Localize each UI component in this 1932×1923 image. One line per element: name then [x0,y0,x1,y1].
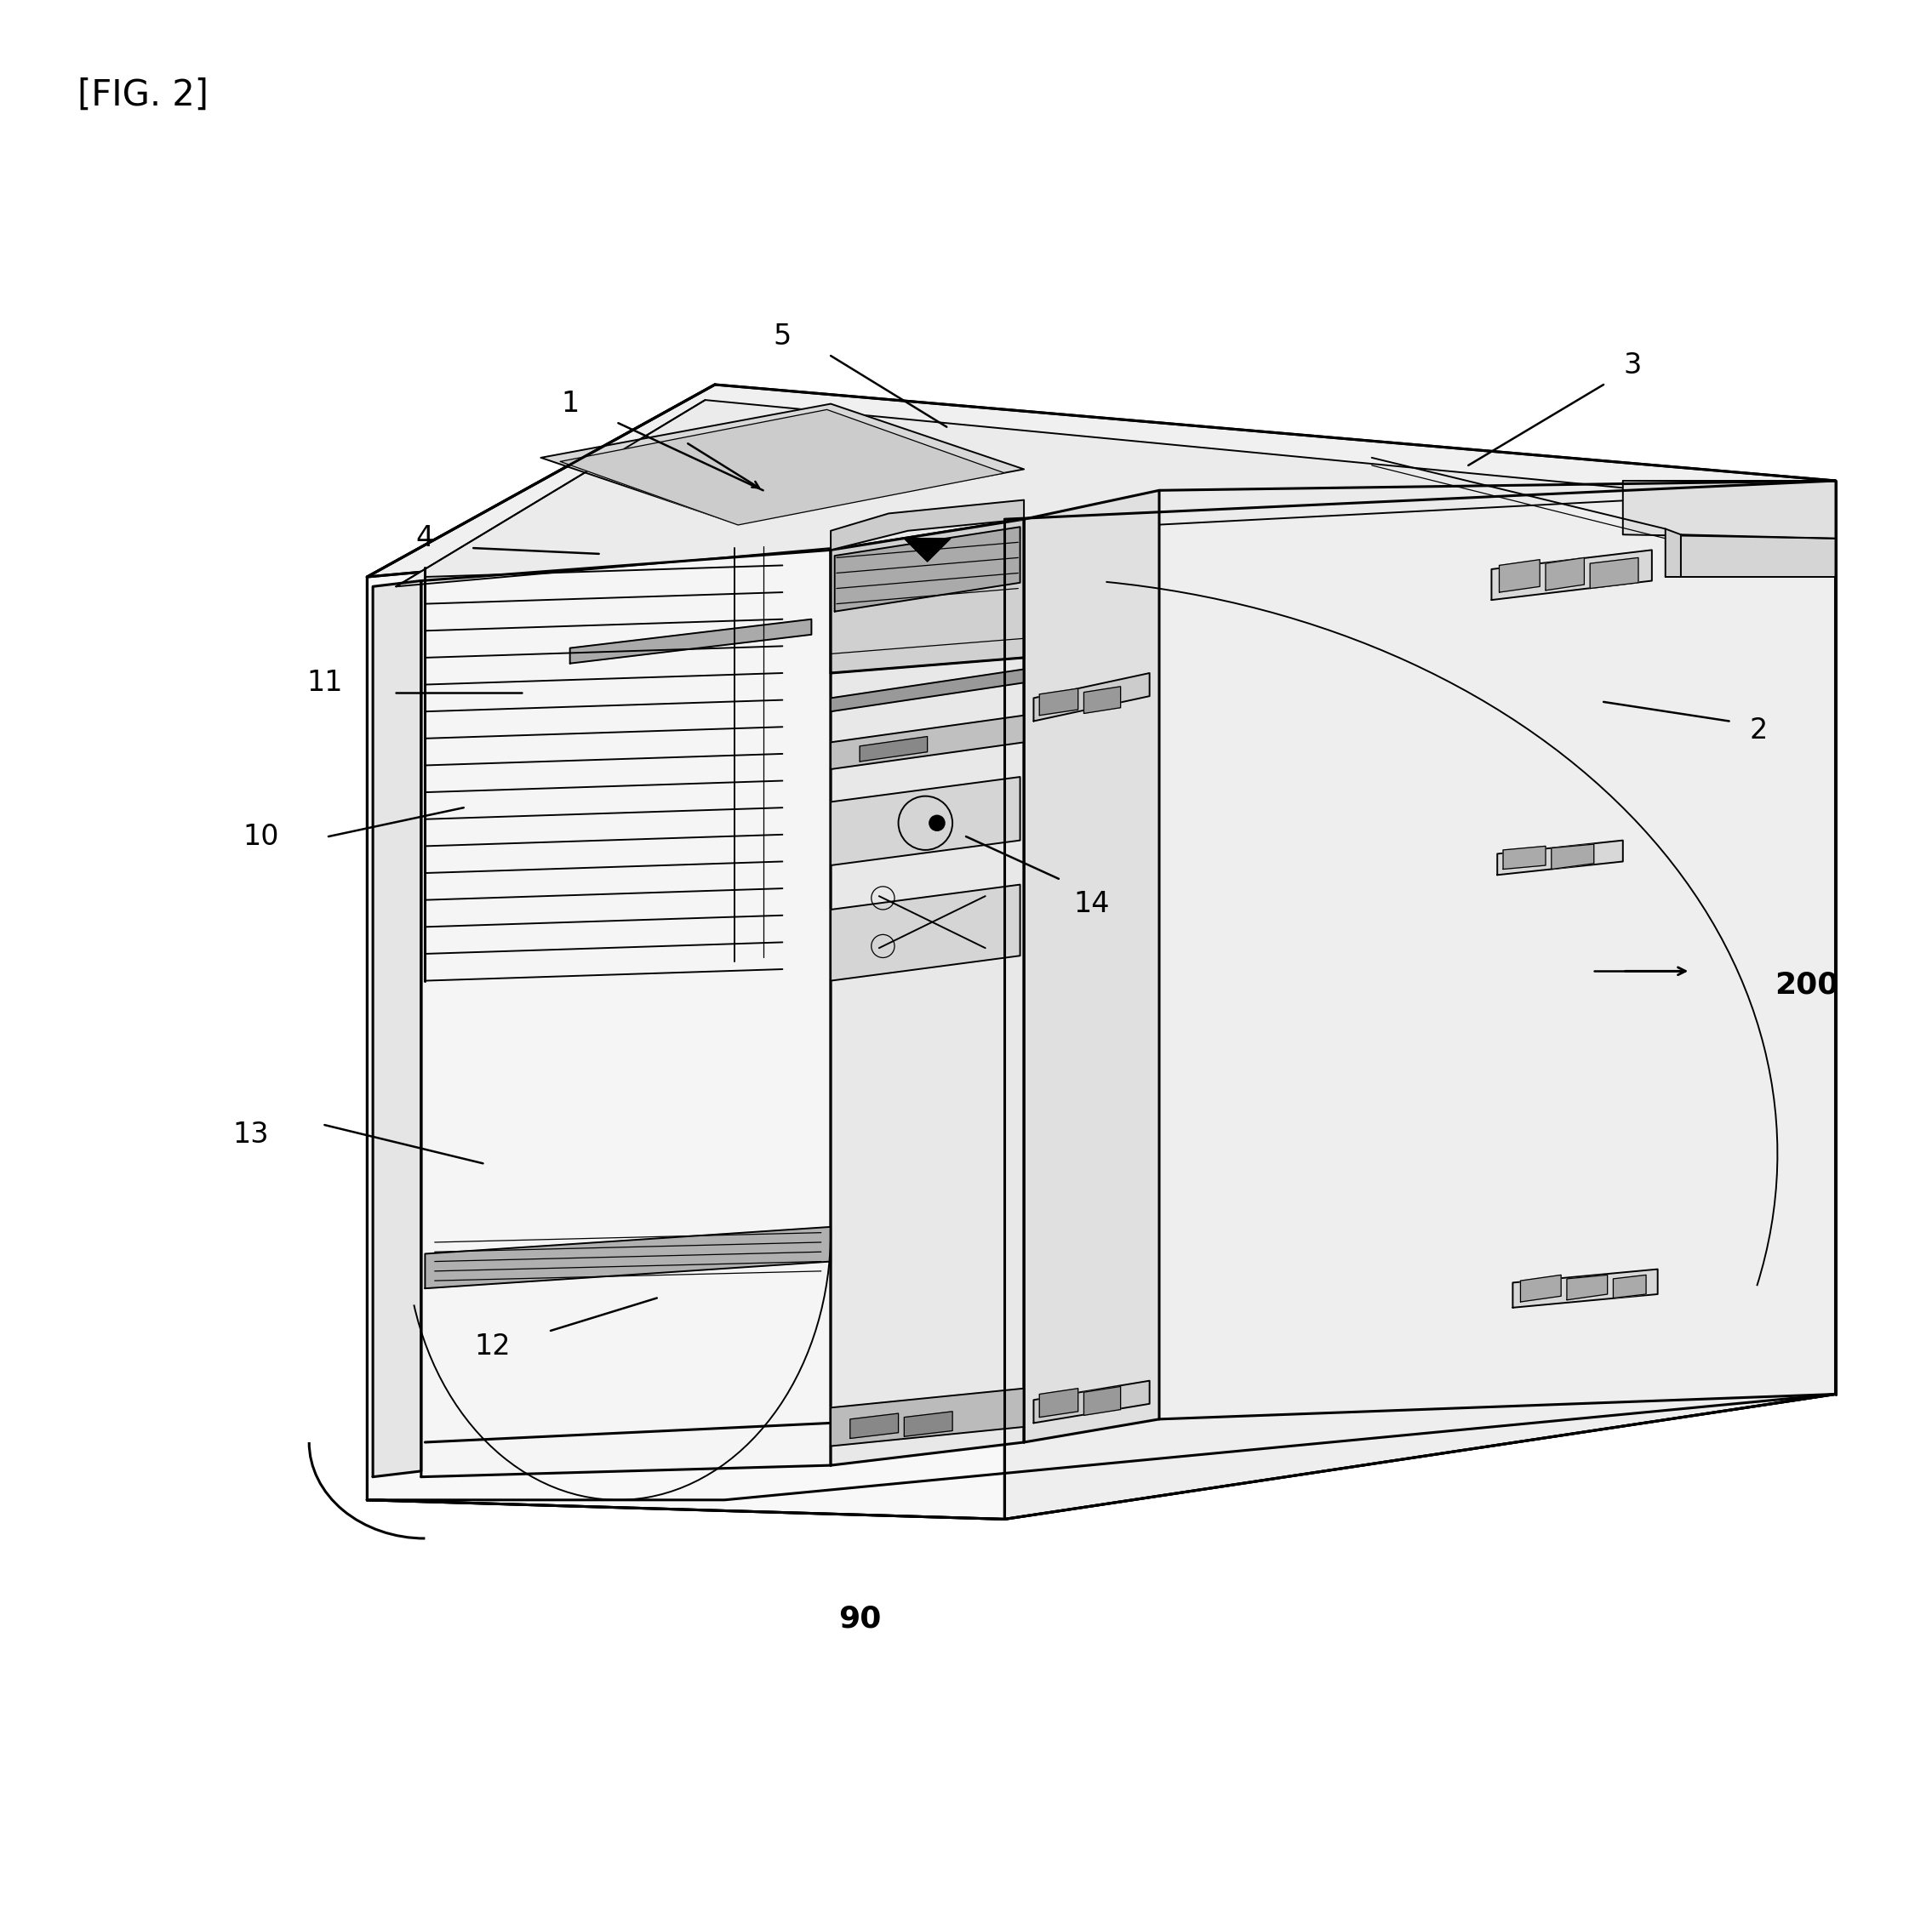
Polygon shape [1497,840,1623,875]
Polygon shape [1590,558,1638,588]
Polygon shape [1567,1275,1607,1300]
Polygon shape [831,777,1020,865]
Polygon shape [1039,1388,1078,1417]
Polygon shape [835,527,1020,612]
Text: 14: 14 [1074,890,1109,917]
Polygon shape [367,1394,1835,1519]
Text: 90: 90 [838,1604,881,1635]
Polygon shape [570,619,811,663]
Polygon shape [1551,844,1594,869]
Text: 10: 10 [243,823,278,850]
Text: 12: 12 [475,1333,510,1360]
Polygon shape [831,669,1024,712]
Polygon shape [1520,1275,1561,1302]
Text: 1: 1 [560,390,580,417]
Polygon shape [1084,1386,1121,1415]
Polygon shape [1034,673,1150,721]
Polygon shape [860,737,927,762]
Polygon shape [1005,481,1835,1519]
Polygon shape [425,1227,831,1288]
Polygon shape [831,1388,1024,1446]
Circle shape [929,815,945,831]
Text: 200: 200 [1774,969,1839,1000]
Polygon shape [831,715,1024,769]
Polygon shape [396,400,1710,587]
Polygon shape [1623,481,1835,538]
Polygon shape [1546,558,1584,590]
Polygon shape [560,410,1005,525]
Polygon shape [904,1411,952,1436]
Text: 4: 4 [415,525,435,552]
Polygon shape [1503,846,1546,869]
Text: 13: 13 [234,1121,269,1148]
Polygon shape [831,885,1020,981]
Text: [FIG. 2]: [FIG. 2] [77,77,209,113]
Polygon shape [541,404,1024,523]
Polygon shape [831,519,1024,1465]
Text: 2: 2 [1748,717,1768,744]
Polygon shape [1613,1275,1646,1298]
Polygon shape [904,538,951,562]
Polygon shape [1681,535,1835,577]
Polygon shape [367,385,1835,577]
Polygon shape [373,581,421,1477]
Polygon shape [367,519,1005,1519]
Polygon shape [1039,688,1078,715]
Polygon shape [831,500,1024,550]
Polygon shape [1665,529,1681,577]
Polygon shape [1034,1381,1150,1423]
Text: 5: 5 [773,323,792,350]
Polygon shape [1492,550,1652,600]
Text: 11: 11 [307,669,342,696]
Polygon shape [1513,1269,1658,1308]
Polygon shape [1499,560,1540,592]
Text: 3: 3 [1623,352,1642,379]
Polygon shape [850,1413,898,1438]
Polygon shape [831,519,1024,673]
Polygon shape [1084,687,1121,713]
Polygon shape [421,550,831,1477]
Polygon shape [1024,490,1159,1442]
